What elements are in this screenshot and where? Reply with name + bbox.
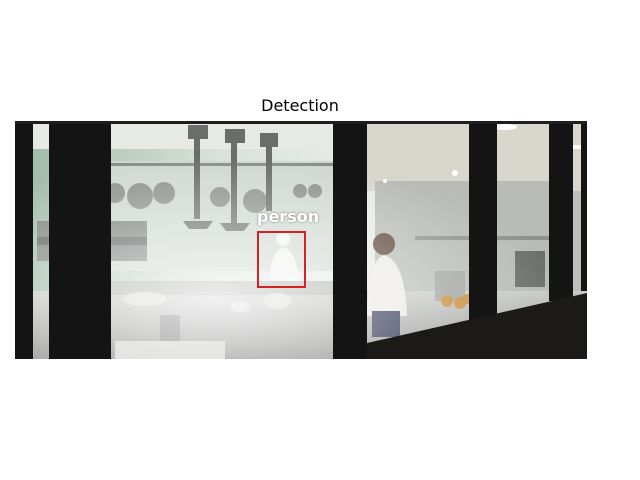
figure-title: Detection <box>261 96 339 115</box>
kitchen-photo <box>15 121 587 359</box>
detection-bounding-box <box>257 231 306 288</box>
detection-label: person <box>257 207 320 226</box>
